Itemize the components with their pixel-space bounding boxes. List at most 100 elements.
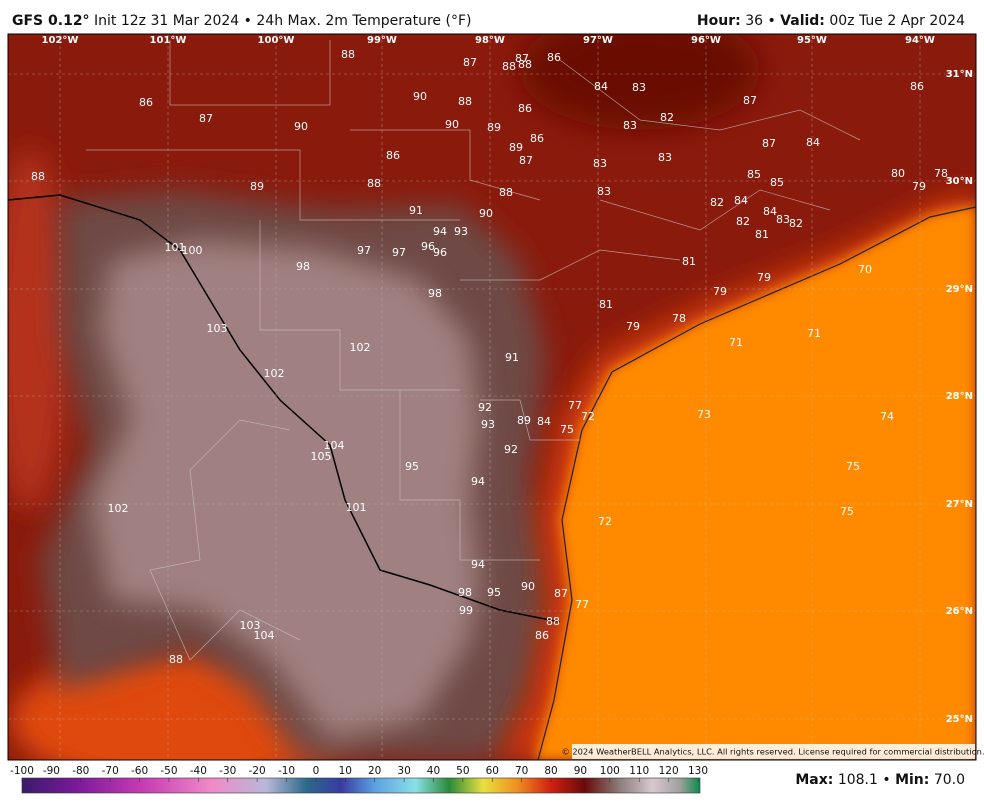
temperature-label: 88 bbox=[341, 48, 355, 61]
temperature-label: 88 bbox=[458, 95, 472, 108]
temperature-label: 96 bbox=[433, 246, 447, 259]
colorbar-tick-label: 10 bbox=[339, 765, 352, 777]
temperature-label: 74 bbox=[880, 410, 894, 423]
temperature-label: 83 bbox=[597, 185, 611, 198]
colorbar-tick-label: 120 bbox=[659, 765, 679, 777]
temperature-label: 88 bbox=[31, 170, 45, 183]
temperature-label: 71 bbox=[807, 327, 821, 340]
latitude-label: 30°N bbox=[946, 176, 973, 187]
temperature-label: 102 bbox=[264, 367, 285, 380]
temperature-label: 104 bbox=[254, 629, 275, 642]
temperature-label: 90 bbox=[294, 120, 308, 133]
temperature-label: 77 bbox=[568, 399, 582, 412]
county-lines bbox=[86, 40, 861, 661]
temperature-label: 79 bbox=[757, 271, 771, 284]
temperature-label: 88 bbox=[546, 615, 560, 628]
temperature-label: 90 bbox=[521, 580, 535, 593]
header-right: Hour: 36 • Valid: 00z Tue 2 Apr 2024 bbox=[697, 13, 965, 29]
temperature-label: 95 bbox=[405, 460, 419, 473]
latitude-label: 26°N bbox=[946, 606, 973, 617]
temperature-label: 98 bbox=[296, 260, 310, 273]
temperature-label: 94 bbox=[471, 475, 485, 488]
temperature-label: 77 bbox=[575, 598, 589, 611]
temperature-label: 83 bbox=[623, 119, 637, 132]
colorbar-tick-label: 0 bbox=[313, 765, 320, 777]
temperature-label: 86 bbox=[139, 96, 153, 109]
temperature-label: 97 bbox=[392, 246, 406, 259]
min-label: Min: bbox=[895, 772, 929, 788]
min: 70.0 bbox=[934, 772, 965, 788]
temperature-label: 103 bbox=[207, 322, 228, 335]
temperature-label: 86 bbox=[547, 51, 561, 64]
temperature-label: 104 bbox=[324, 439, 345, 452]
temperature-label: 93 bbox=[481, 418, 495, 431]
colorbar-tick-label: -50 bbox=[160, 765, 177, 777]
colorbar-tick-label: 60 bbox=[486, 765, 499, 777]
temperature-label: 88 bbox=[502, 60, 516, 73]
temperature-label: 86 bbox=[535, 629, 549, 642]
temperature-label: 86 bbox=[910, 80, 924, 93]
temperature-label: 99 bbox=[459, 604, 473, 617]
temperature-label: 90 bbox=[413, 90, 427, 103]
copyright: © 2024 WeatherBELL Analytics, LLC. All r… bbox=[561, 747, 984, 757]
map: 102°W 101°W 100°W 99°W 98°W 97°W 96°W 95°W 94°W 3… bbox=[8, 34, 976, 760]
latitude-label: 25°N bbox=[946, 714, 973, 725]
temperature-label: 87 bbox=[515, 52, 529, 65]
temperature-label: 89 bbox=[509, 141, 523, 154]
temperature-label: 71 bbox=[729, 336, 743, 349]
land-heat bbox=[90, 240, 480, 740]
temperature-label: 84 bbox=[806, 136, 820, 149]
hour-label: Hour: bbox=[697, 13, 741, 29]
temperature-label: 97 bbox=[357, 244, 371, 257]
colorbar-tick-label: -90 bbox=[43, 765, 60, 777]
temperature-label: 89 bbox=[250, 180, 264, 193]
coastline bbox=[537, 206, 976, 760]
temperature-label: 78 bbox=[934, 167, 948, 180]
footer: Max: 108.1 • Min: 70.0 bbox=[795, 772, 965, 788]
temperature-label: 79 bbox=[626, 320, 640, 333]
colorbar-tick-label: -40 bbox=[190, 765, 207, 777]
temperature-label: 85 bbox=[747, 168, 761, 181]
temperature-label: 92 bbox=[504, 443, 518, 456]
temperature-label: 94 bbox=[471, 558, 485, 571]
colorbar-tick-label: 80 bbox=[544, 765, 557, 777]
valid: 00z Tue 2 Apr 2024 bbox=[829, 13, 965, 29]
model: GFS 0.12° bbox=[12, 13, 90, 29]
temperature-label: 93 bbox=[454, 225, 468, 238]
temperature-label: 102 bbox=[350, 341, 371, 354]
temperature-label: 88 bbox=[367, 177, 381, 190]
colorbar-tick-label: -30 bbox=[219, 765, 236, 777]
temperature-label: 103 bbox=[240, 619, 261, 632]
temperature-label: 86 bbox=[386, 149, 400, 162]
temperature-label: 81 bbox=[599, 298, 613, 311]
temperature-label: 87 bbox=[554, 587, 568, 600]
temperature-label: 75 bbox=[840, 505, 854, 518]
temperature-label: 84 bbox=[763, 205, 777, 218]
temperature-label: 83 bbox=[658, 151, 672, 164]
longitude-label: 97°W bbox=[583, 35, 613, 46]
temperature-label: 86 bbox=[530, 132, 544, 145]
colorbar-tick-label: -80 bbox=[72, 765, 89, 777]
colorbar bbox=[21, 777, 701, 794]
temperature-label: 81 bbox=[682, 255, 696, 268]
temperature-label: 87 bbox=[762, 137, 776, 150]
temperature-label: 84 bbox=[594, 80, 608, 93]
temperature-label: 82 bbox=[736, 215, 750, 228]
temperature-label: 90 bbox=[445, 118, 459, 131]
temperature-label: 82 bbox=[789, 217, 803, 230]
temperature-label: 90 bbox=[479, 207, 493, 220]
temperature-label: 102 bbox=[108, 502, 129, 515]
hour: 36 • bbox=[745, 13, 776, 29]
colorbar-tick-label: -70 bbox=[102, 765, 119, 777]
temperature-label: 82 bbox=[710, 196, 724, 209]
longitude-label: 96°W bbox=[691, 35, 721, 46]
temperature-label: 82 bbox=[660, 111, 674, 124]
colorbar-tick-label: 110 bbox=[629, 765, 649, 777]
temperature-label: 87 bbox=[199, 112, 213, 125]
colorbar-tick-label: 100 bbox=[600, 765, 620, 777]
temperature-label: 79 bbox=[713, 285, 727, 298]
temperature-label: 101 bbox=[165, 241, 186, 254]
temperature-label: 91 bbox=[505, 351, 519, 364]
temperature-label: 72 bbox=[598, 515, 612, 528]
graticule bbox=[8, 34, 976, 760]
